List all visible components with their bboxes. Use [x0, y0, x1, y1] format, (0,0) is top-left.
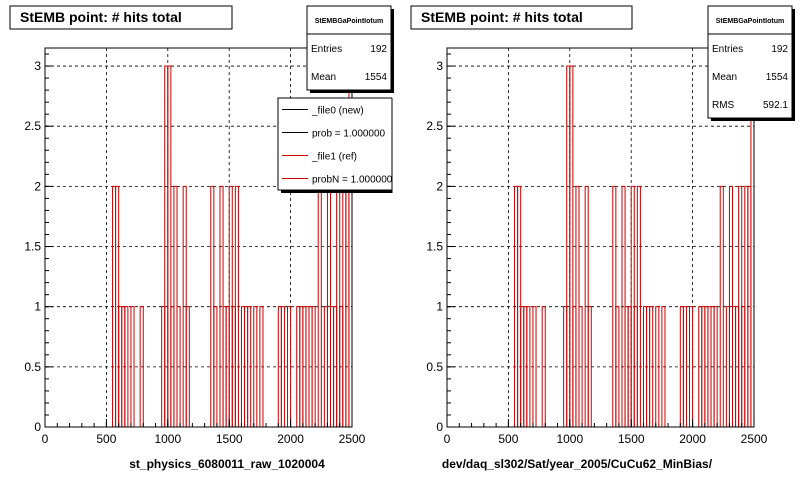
chart-title: StEMB point: # hits total	[20, 9, 182, 25]
histogram-bin	[185, 306, 190, 427]
histogram-bin	[636, 185, 641, 427]
y-tick-label: 3	[436, 59, 443, 73]
histogram-bin	[615, 306, 620, 427]
x-tick-label: 1000	[154, 432, 181, 446]
histogram-bin	[569, 65, 574, 427]
stats-label: Entries	[311, 44, 342, 55]
stats-label: Mean	[311, 72, 336, 83]
title-box	[410, 5, 633, 30]
stats-box: StEMBGaPointIotum Entries 192 Mean 1554	[306, 5, 394, 93]
x-axis: 0 500 1000 1500 2000 2500	[444, 419, 768, 446]
stats-value: 1554	[766, 72, 789, 83]
stats-box: StEMBGaPointIotum Entries 192 Mean 1554 RMS 59…	[707, 5, 795, 121]
histogram-bin	[587, 306, 592, 427]
histogram-bin	[532, 306, 537, 427]
y-axis: 0 0.5 1 1.5 2 2.5 3	[426, 53, 455, 434]
legend-entry: _file1 (ref)	[311, 152, 357, 163]
stats-value: 592.1	[763, 100, 788, 111]
stats-name: StEMBGaPointIotum	[716, 18, 784, 25]
y-tick-label: 1	[34, 300, 41, 314]
histogram-bin	[541, 306, 546, 427]
histogram-bin	[139, 306, 144, 427]
histogram-bin	[719, 185, 724, 427]
x-axis: 0 500 1000 1500 2000 2500	[42, 419, 366, 446]
histogram-bin	[311, 306, 316, 427]
stats-value: 192	[771, 44, 788, 55]
x-tick-label: 1500	[216, 432, 243, 446]
y-tick-label: 0.5	[24, 360, 41, 374]
stats-name: StEMBGaPointIotum	[315, 18, 383, 25]
stats-label: Mean	[712, 72, 737, 83]
histogram-bin	[253, 306, 258, 427]
histogram-bin	[124, 306, 129, 427]
y-tick-label: 1.5	[426, 240, 443, 254]
chart-panel-1: 0 500 1000 1500 2000 2500 0 0.5 1 1.5 2 2.5 3 st_phys…	[9, 5, 410, 471]
y-tick-label: 2	[34, 179, 41, 193]
y-tick-label: 0.5	[426, 360, 443, 374]
stats-label: RMS	[712, 100, 735, 111]
y-tick-label: 2.5	[426, 119, 443, 133]
x-tick-label: 2000	[679, 432, 706, 446]
x-tick-label: 2500	[339, 432, 366, 446]
chart-panel-2: 0 500 1000 1500 2000 2500 0 0.5 1 1.5 2 2.5 3 dev/daq…	[410, 5, 795, 471]
y-tick-label: 0	[34, 420, 41, 434]
y-tick-label: 3	[34, 59, 41, 73]
y-tick-label: 0	[436, 420, 443, 434]
histogram-bin	[247, 306, 252, 427]
histogram-bin	[649, 306, 654, 427]
x-axis-label: st_physics_6080011_raw_1020004	[129, 457, 325, 471]
legend-entry: _file0 (new)	[311, 106, 364, 117]
legend-box	[277, 97, 393, 191]
legend: _file0 (new) prob = 1.000000 _file1 (ref) p…	[277, 96, 410, 196]
histogram-bin	[234, 185, 239, 427]
title-box	[9, 5, 233, 30]
histogram-bin	[578, 306, 583, 427]
legend-entry: probN = 1.000000	[312, 175, 393, 186]
stats-label: Entries	[712, 44, 743, 55]
x-tick-label: 2500	[741, 432, 768, 446]
x-tick-label: 0	[444, 432, 451, 446]
histogram-bin	[280, 306, 285, 427]
chart-title: StEMB point: # hits total	[421, 9, 583, 25]
x-tick-label: 1500	[618, 432, 645, 446]
histogram-bin	[655, 306, 660, 427]
histogram-bin	[167, 65, 172, 427]
stats-frame	[306, 5, 392, 91]
histogram-bin	[130, 306, 135, 427]
stats-value: 1554	[365, 72, 388, 83]
x-tick-label: 2000	[277, 432, 304, 446]
stats-value: 192	[370, 44, 387, 55]
legend-entry: prob = 1.000000	[312, 129, 386, 140]
x-axis-label: dev/daq_sl302/Sat/year_2005/CuCu62_MinBi…	[442, 457, 713, 471]
x-tick-label: 500	[498, 432, 518, 446]
histogram-bin	[287, 306, 292, 427]
y-axis: 0 0.5 1 1.5 2 2.5 3	[24, 53, 53, 434]
y-tick-label: 1	[436, 300, 443, 314]
y-tick-label: 1.5	[24, 240, 41, 254]
histogram-bin	[713, 306, 718, 427]
y-tick-label: 2.5	[24, 119, 41, 133]
histogram-bin	[259, 306, 264, 427]
legend-clip	[392, 96, 410, 196]
plot-frame	[44, 47, 353, 428]
y-tick-label: 2	[436, 179, 443, 193]
x-tick-label: 1000	[556, 432, 583, 446]
x-tick-label: 500	[96, 432, 116, 446]
histogram-bin	[176, 306, 181, 427]
x-tick-label: 0	[42, 432, 49, 446]
stats-frame	[707, 5, 793, 119]
histogram-bin	[526, 306, 531, 427]
histogram-bin	[682, 306, 687, 427]
histogram-bin	[689, 306, 694, 427]
histogram-bin	[213, 306, 218, 427]
plot-frame	[446, 47, 755, 428]
histogram-bin	[661, 306, 666, 427]
